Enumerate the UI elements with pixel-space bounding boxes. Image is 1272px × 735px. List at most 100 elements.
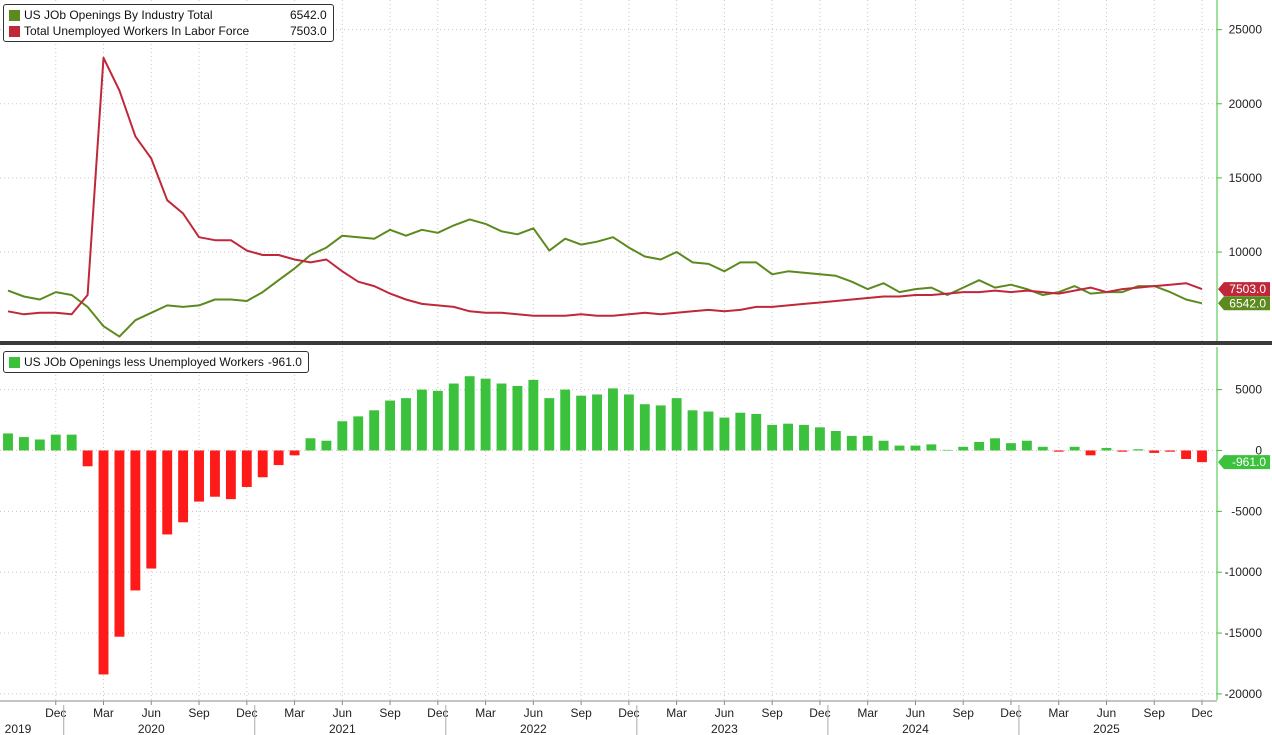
panel-separator [0, 341, 1272, 345]
bar [369, 410, 380, 451]
bar [480, 378, 491, 451]
bar [1149, 450, 1160, 453]
x-year-label: 2021 [329, 722, 356, 735]
bar [687, 410, 698, 451]
bar [1197, 450, 1207, 463]
x-month-label: Jun [906, 706, 925, 720]
bar [942, 449, 953, 451]
bar [990, 438, 1000, 451]
bar [18, 437, 29, 451]
x-month-label: Mar [93, 706, 114, 720]
bar [401, 398, 411, 451]
bar [1165, 450, 1176, 452]
legend-label-diff: US JOb Openings less Unemployed Workers [24, 355, 264, 369]
bar [655, 405, 666, 451]
bar [448, 383, 459, 451]
legend-value-unemployed: 7503.0 [290, 24, 327, 38]
openings-last-value-tag: 6542.0 [1218, 296, 1270, 311]
x-month-label: Sep [570, 706, 592, 720]
legend-label-unemployed: Total Unemployed Workers In Labor Force [24, 24, 250, 38]
diff-last-value-tag-shape [1218, 455, 1270, 470]
x-month-label: Sep [761, 706, 783, 720]
bar [623, 394, 634, 451]
bar [878, 440, 889, 451]
x-month-label: Dec [427, 706, 448, 720]
x-year-label: 2019 [5, 722, 32, 735]
x-month-label: Dec [618, 706, 639, 720]
unemployed-last-value-tag-shape [1218, 282, 1270, 297]
bottom-panel-legend: US JOb Openings less Unemployed Workers … [3, 351, 309, 373]
unemployed-last-value-tag: 7503.0 [1218, 282, 1270, 297]
x-month-label: Mar [1048, 706, 1069, 720]
bar [464, 376, 475, 451]
bar [576, 395, 587, 451]
x-month-label: Sep [379, 706, 401, 720]
bar [958, 446, 969, 451]
gridlines [0, 0, 1217, 700]
legend-swatch-openings [9, 9, 20, 21]
x-month-label: Jun [142, 706, 161, 720]
bottom-y-tick-label: -10000 [1225, 565, 1263, 579]
bar [1053, 450, 1064, 452]
x-year-label: 2024 [902, 722, 929, 735]
bottom-y-tick-label: -20000 [1225, 687, 1263, 701]
legend-item-openings: US JOb Openings By Industry Total 6542.0 [9, 7, 327, 23]
bar [1085, 450, 1096, 456]
x-year-label: 2025 [1093, 722, 1120, 735]
top-panel-legend: US JOb Openings By Industry Total 6542.0… [3, 4, 334, 42]
x-year-label: 2020 [138, 722, 165, 735]
unemployed-line [7, 56, 1203, 317]
x-month-label: Dec [1000, 706, 1021, 720]
x-month-label: Mar [666, 706, 687, 720]
bar [1037, 446, 1048, 451]
diff-last-value-tag: -961.0 [1218, 455, 1270, 470]
bar [974, 441, 985, 451]
x-month-label: Jun [1097, 706, 1116, 720]
x-month-label: Dec [1191, 706, 1212, 720]
x-year-label: 2023 [711, 722, 738, 735]
bar [1181, 450, 1192, 459]
bar [767, 424, 778, 451]
bar [751, 413, 762, 451]
legend-item-unemployed: Total Unemployed Workers In Labor Force … [9, 23, 327, 39]
top-y-tick-label: 15000 [1229, 171, 1263, 185]
bar [544, 398, 555, 451]
bar [353, 416, 364, 451]
openings-line [7, 218, 1203, 338]
legend-item-diff: US JOb Openings less Unemployed Workers … [9, 354, 302, 370]
x-axis: Dec Mar Jun Sep Dec Mar Jun Sep Dec Mar Jun Sep Dec M… [0, 700, 1217, 735]
bar [66, 434, 77, 451]
bottom-y-tick-label: 5000 [1235, 383, 1262, 397]
x-month-label: Sep [188, 706, 210, 720]
x-month-label: Jun [333, 706, 352, 720]
x-month-label: Jun [524, 706, 543, 720]
legend-value-openings: 6542.0 [290, 8, 327, 22]
bar [210, 450, 220, 497]
bar [416, 389, 427, 451]
x-year-label: 2022 [520, 722, 547, 735]
bar [257, 450, 268, 478]
top-y-tick-label: 10000 [1229, 245, 1263, 259]
bar [98, 450, 109, 675]
bar [225, 450, 236, 500]
legend-label-openings: US JOb Openings By Industry Total [24, 8, 213, 22]
legend-value-diff: -961.0 [267, 355, 302, 369]
openings-last-value-tag-shape [1218, 296, 1270, 311]
bar [130, 450, 141, 591]
bar [321, 440, 332, 451]
bottom-y-tick-label: -5000 [1231, 504, 1262, 518]
x-month-label: Jun [715, 706, 734, 720]
top-y-tick-label: 25000 [1229, 23, 1263, 37]
bar [82, 450, 93, 467]
bar [1069, 446, 1080, 451]
bar [496, 383, 507, 451]
bar [608, 388, 618, 451]
bar [671, 398, 682, 451]
bar [846, 435, 857, 451]
bar [1006, 443, 1016, 451]
bar [894, 445, 905, 451]
unemployed-last-value-tag-text: 7503.0 [1229, 282, 1266, 296]
bar [146, 450, 157, 569]
bar [289, 450, 300, 456]
